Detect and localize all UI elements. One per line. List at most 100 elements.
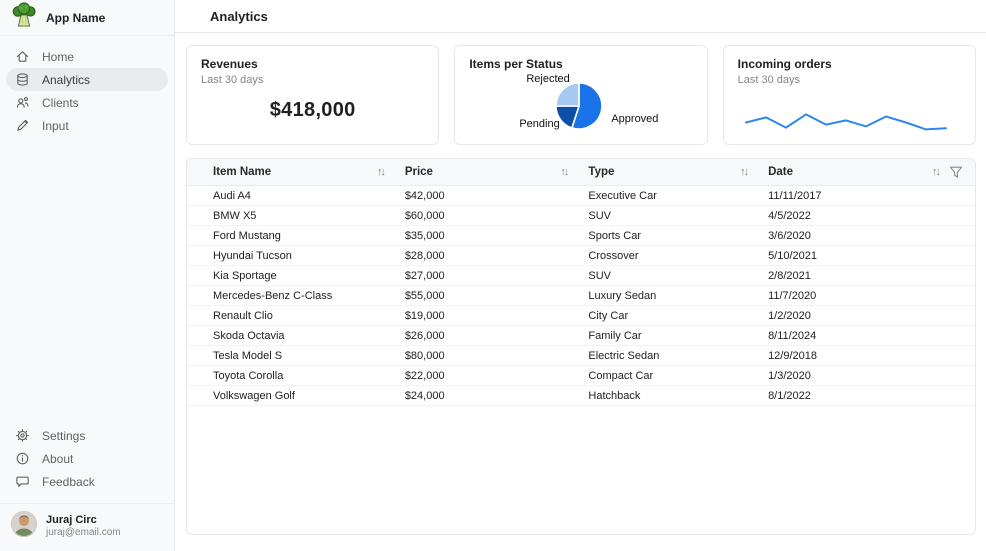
sidebar-nav-bottom: Settings About Feedback	[0, 424, 174, 493]
incoming-orders-card: Incoming orders Last 30 days	[722, 45, 976, 145]
table-row[interactable]: Toyota Corolla $22,000 Compact Car 1/3/2020	[187, 366, 975, 386]
cell-date: 12/9/2018	[768, 349, 817, 362]
sidebar-item-label: Home	[42, 49, 75, 64]
cell-date: 1/3/2020	[768, 369, 811, 382]
clients-icon	[15, 95, 30, 110]
column-header-price: Price ↑↓	[404, 166, 570, 178]
sidebar-item-input[interactable]: Input	[6, 114, 168, 137]
table-row[interactable]: BMW X5 $60,000 SUV 4/5/2022	[187, 206, 975, 226]
sidebar-item-settings[interactable]: Settings	[6, 424, 168, 447]
cell-item-name: Skoda Octavia	[213, 329, 285, 342]
cell-type: Compact Car	[588, 369, 654, 382]
items-table: Item Name ↑↓ Price ↑↓ Type ↑↓	[186, 158, 976, 535]
sidebar-spacer	[0, 137, 174, 415]
revenues-card-title: Revenues	[201, 57, 258, 71]
cell-price: $80,000	[404, 349, 445, 362]
column-header-type: Type ↑↓	[588, 166, 749, 178]
table-row[interactable]: Audi A4 $42,000 Executive Car 11/11/2017	[187, 186, 975, 206]
cell-date: 11/7/2020	[768, 289, 817, 302]
cell-price: $24,000	[404, 389, 445, 402]
cell-item-name: Volkswagen Golf	[213, 389, 295, 402]
pie-label-approved: Approved	[611, 113, 659, 125]
feedback-icon	[15, 474, 30, 489]
pie-label-rejected: Rejected	[526, 73, 570, 85]
revenues-card-subtitle: Last 30 days	[201, 74, 264, 86]
info-icon	[15, 451, 30, 466]
page-title: Analytics	[210, 8, 268, 24]
sidebar-item-label: Analytics	[42, 72, 91, 87]
sort-icon-item-name[interactable]: ↑↓	[376, 166, 386, 178]
incoming-orders-subtitle: Last 30 days	[737, 74, 801, 86]
avatar	[11, 511, 37, 542]
cell-date: 2/8/2021	[768, 269, 811, 282]
gear-icon	[15, 428, 30, 443]
cell-type: City Car	[588, 309, 629, 322]
sidebar-nav: Home Analytics Clients Input	[0, 45, 174, 137]
cell-price: $28,000	[404, 249, 445, 262]
cell-item-name: Renault Clio	[213, 309, 273, 322]
analytics-icon	[15, 72, 30, 87]
table-row[interactable]: Kia Sportage $27,000 SUV 2/8/2021	[187, 266, 975, 286]
sidebar-item-home[interactable]: Home	[6, 45, 168, 68]
column-header-date: Date ↑↓	[759, 166, 975, 179]
table-header: Item Name ↑↓ Price ↑↓ Type ↑↓	[187, 159, 975, 186]
cell-item-name: Audi A4	[213, 189, 251, 202]
cell-price: $22,000	[404, 369, 445, 382]
cell-type: SUV	[588, 209, 612, 222]
content: Revenues Last 30 days $418,000 Items per…	[175, 33, 986, 535]
cell-item-name: Toyota Corolla	[213, 369, 284, 382]
items-per-status-title: Items per Status	[469, 57, 563, 71]
sidebar-item-analytics[interactable]: Analytics	[6, 68, 168, 91]
cell-price: $60,000	[404, 209, 445, 222]
user-name: Juraj Circ	[46, 514, 97, 526]
table-row[interactable]: Skoda Octavia $26,000 Family Car 8/11/2024	[187, 326, 975, 346]
table-row[interactable]: Renault Clio $19,000 City Car 1/2/2020	[187, 306, 975, 326]
cell-date: 8/1/2022	[768, 389, 811, 402]
table-row[interactable]: Mercedes-Benz C-Class $55,000 Luxury Sedan…	[187, 286, 975, 306]
cell-type: Electric Sedan	[588, 349, 660, 362]
table-row[interactable]: Volkswagen Golf $24,000 Hatchback 8/1/2022	[187, 386, 975, 406]
orders-sparkline	[744, 113, 947, 131]
cell-price: $35,000	[404, 229, 445, 242]
cell-item-name: Tesla Model S	[213, 349, 283, 362]
cell-date: 3/6/2020	[768, 229, 811, 242]
user-profile[interactable]: Juraj Circ juraj@email.com	[0, 503, 174, 551]
cell-item-name: Ford Mustang	[213, 229, 281, 242]
sidebar-item-about[interactable]: About	[6, 447, 168, 470]
sidebar-item-label: Input	[42, 118, 69, 133]
cell-type: Hatchback	[588, 389, 641, 402]
cell-price: $42,000	[404, 189, 445, 202]
cell-price: $27,000	[404, 269, 445, 282]
cell-item-name: BMW X5	[213, 209, 257, 222]
cell-item-name: Mercedes-Benz C-Class	[213, 289, 333, 302]
items-per-status-card: Items per Status Rejected Pending Approv…	[454, 45, 708, 145]
broccoli-logo-icon	[11, 2, 37, 33]
table-row[interactable]: Hyundai Tucson $28,000 Crossover 5/10/2021	[187, 246, 975, 266]
sidebar-item-label: Settings	[42, 428, 86, 443]
sort-icon-type[interactable]: ↑↓	[740, 166, 749, 178]
sidebar-item-label: Feedback	[42, 474, 95, 489]
main-area: Analytics Revenues Last 30 days $418,000…	[175, 0, 986, 551]
sort-icon-price[interactable]: ↑↓	[560, 166, 569, 178]
cell-type: Crossover	[588, 249, 639, 262]
sidebar-item-clients[interactable]: Clients	[6, 91, 168, 114]
sidebar-item-label: Clients	[42, 95, 79, 110]
home-icon	[15, 49, 30, 64]
cell-date: 5/10/2021	[768, 249, 817, 262]
cell-date: 11/11/2017	[768, 189, 822, 202]
cell-price: $26,000	[404, 329, 445, 342]
cell-type: Executive Car	[588, 189, 657, 202]
sidebar-header: App Name	[0, 0, 174, 36]
table-row[interactable]: Ford Mustang $35,000 Sports Car 3/6/2020	[187, 226, 975, 246]
sort-icon-date[interactable]: ↑↓	[931, 166, 941, 178]
sidebar-item-feedback[interactable]: Feedback	[6, 470, 168, 493]
table-row[interactable]: Tesla Model S $80,000 Electric Sedan 12/9/2…	[187, 346, 975, 366]
cell-item-name: Kia Sportage	[213, 269, 277, 282]
page-header: Analytics	[175, 0, 986, 33]
cell-date: 8/11/2024	[768, 329, 817, 342]
filter-icon[interactable]	[949, 166, 963, 179]
cell-date: 1/2/2020	[768, 309, 811, 322]
pie-label-pending: Pending	[519, 118, 560, 130]
cell-type: Luxury Sedan	[588, 289, 657, 302]
sidebar-item-label: About	[42, 451, 74, 466]
